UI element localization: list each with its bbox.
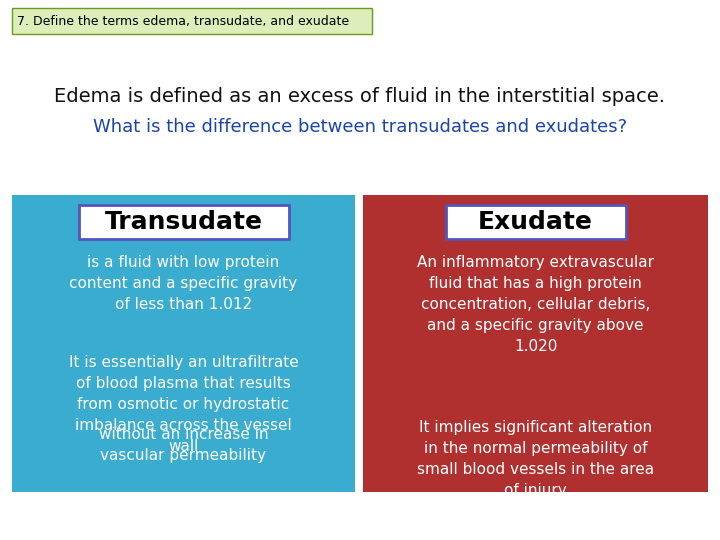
Text: Exudate: Exudate xyxy=(478,210,593,234)
Text: Edema is defined as an excess of fluid in the interstitial space.: Edema is defined as an excess of fluid i… xyxy=(55,87,665,106)
Text: Transudate: Transudate xyxy=(104,210,263,234)
FancyBboxPatch shape xyxy=(446,205,626,239)
Text: What is the difference between transudates and exudates?: What is the difference between transudat… xyxy=(93,118,627,136)
Text: It is essentially an ultrafiltrate
of blood plasma that results
from osmotic or : It is essentially an ultrafiltrate of bl… xyxy=(68,355,298,454)
Text: It implies significant alteration
in the normal permeability of
small blood vess: It implies significant alteration in the… xyxy=(417,420,654,498)
FancyBboxPatch shape xyxy=(363,195,708,492)
Text: An inflammatory extravascular
fluid that has a high protein
concentration, cellu: An inflammatory extravascular fluid that… xyxy=(417,255,654,354)
FancyBboxPatch shape xyxy=(78,205,289,239)
Text: 7. Define the terms edema, transudate, and exudate: 7. Define the terms edema, transudate, a… xyxy=(17,15,349,28)
FancyBboxPatch shape xyxy=(12,195,355,492)
Text: without an increase in
vascular permeability: without an increase in vascular permeabi… xyxy=(99,427,269,463)
Text: is a fluid with low protein
content and a specific gravity
of less than 1.012: is a fluid with low protein content and … xyxy=(69,255,297,312)
FancyBboxPatch shape xyxy=(12,8,372,34)
